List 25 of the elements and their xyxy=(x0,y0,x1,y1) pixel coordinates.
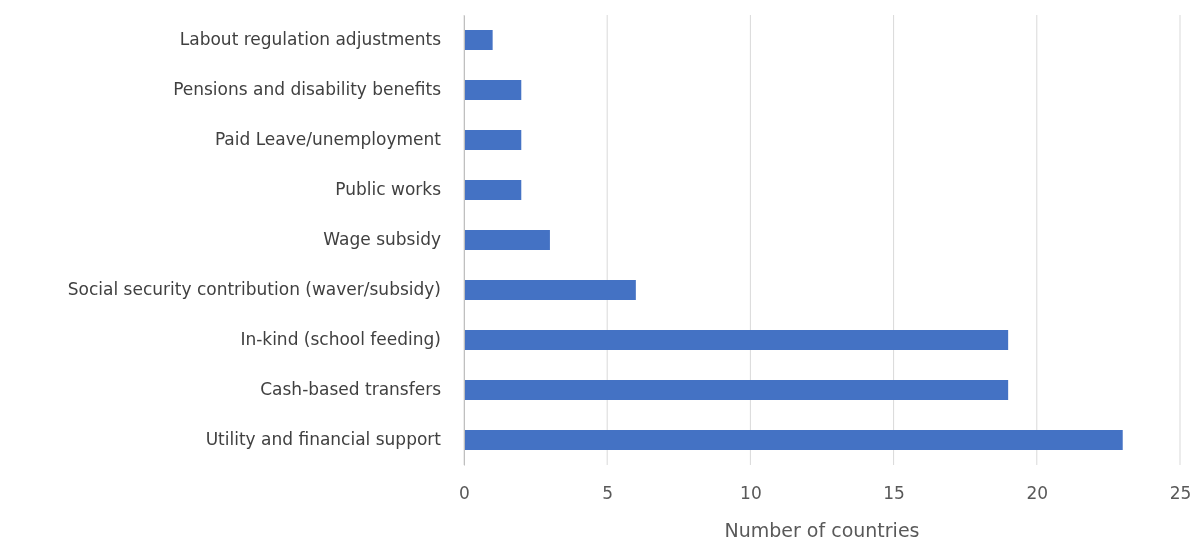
x-tick-label: 25 xyxy=(1169,483,1192,504)
bar xyxy=(464,430,1123,450)
bar xyxy=(464,130,522,150)
y-tick-label: Pensions and disability benefits xyxy=(173,79,442,100)
y-tick-label: Utility and financial support xyxy=(205,429,442,450)
y-tick-label: Cash-based transfers xyxy=(260,379,442,400)
x-tick-label: 10 xyxy=(740,483,762,504)
x-axis-title: Number of countries xyxy=(724,519,920,541)
y-tick-label: Social security contribution (waver/subsidy) xyxy=(67,279,441,300)
bar xyxy=(464,330,1009,350)
bar xyxy=(464,30,493,50)
x-tick-label: 15 xyxy=(883,483,905,504)
x-tick-label: 5 xyxy=(602,483,614,504)
y-tick-label: Public works xyxy=(335,179,442,200)
x-tick-label: 0 xyxy=(459,483,470,504)
bar xyxy=(464,230,550,250)
y-tick-label: Paid Leave/unemployment xyxy=(214,129,442,150)
x-tick-label: 20 xyxy=(1026,483,1049,504)
bar xyxy=(464,380,1009,400)
bar xyxy=(464,280,636,300)
y-tick-label: In-kind (school feeding) xyxy=(240,329,441,350)
y-tick-label: Labout regulation adjustments xyxy=(179,29,442,50)
bar xyxy=(464,180,522,200)
y-tick-label: Wage subsidy xyxy=(323,229,441,250)
bar xyxy=(464,80,522,100)
